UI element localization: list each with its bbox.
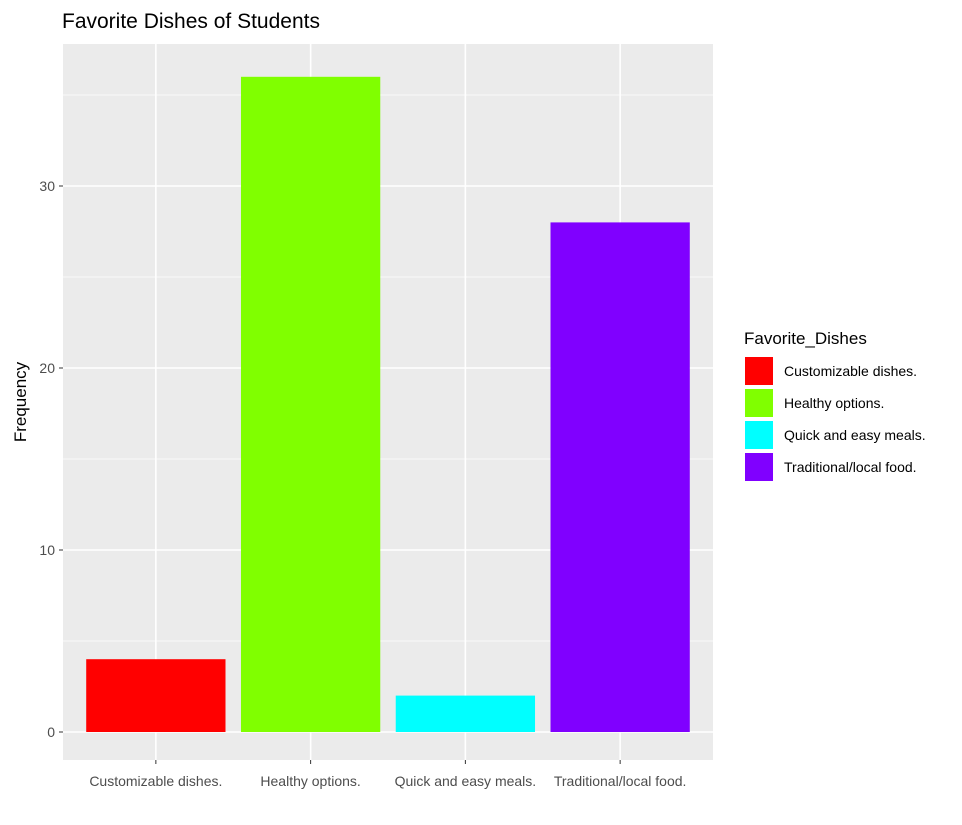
- legend-key: [745, 421, 773, 449]
- legend-key: [745, 357, 773, 385]
- x-axis: Customizable dishes. Healthy options. Quic…: [89, 760, 686, 789]
- chart-title: Favorite Dishes of Students: [62, 10, 320, 33]
- y-axis-title: Frequency: [11, 361, 30, 442]
- y-tick-label: 30: [39, 178, 55, 194]
- y-tick-label: 0: [47, 724, 55, 740]
- bars: [86, 76, 690, 733]
- x-tick-label: Customizable dishes.: [89, 773, 222, 789]
- y-tick-label: 10: [39, 542, 55, 558]
- legend-label: Traditional/local food.: [784, 459, 917, 475]
- bar: [240, 76, 381, 733]
- x-tick-label: Traditional/local food.: [554, 773, 687, 789]
- legend-label: Healthy options.: [784, 395, 884, 411]
- bar: [550, 222, 690, 732]
- y-axis: 0 10 20 30: [39, 178, 63, 740]
- x-tick-label: Quick and easy meals.: [395, 773, 537, 789]
- bar: [395, 695, 536, 732]
- x-tick-label: Healthy options.: [260, 773, 360, 789]
- legend-label: Quick and easy meals.: [784, 427, 926, 443]
- legend: Favorite_Dishes Customizable dishes. Heal…: [744, 329, 926, 481]
- bar: [86, 659, 226, 732]
- legend-title: Favorite_Dishes: [744, 329, 867, 348]
- y-tick-label: 20: [39, 360, 55, 376]
- legend-items: Customizable dishes. Healthy options. Quic…: [745, 357, 926, 481]
- legend-label: Customizable dishes.: [784, 363, 917, 379]
- legend-key: [745, 389, 773, 417]
- legend-key: [745, 453, 773, 481]
